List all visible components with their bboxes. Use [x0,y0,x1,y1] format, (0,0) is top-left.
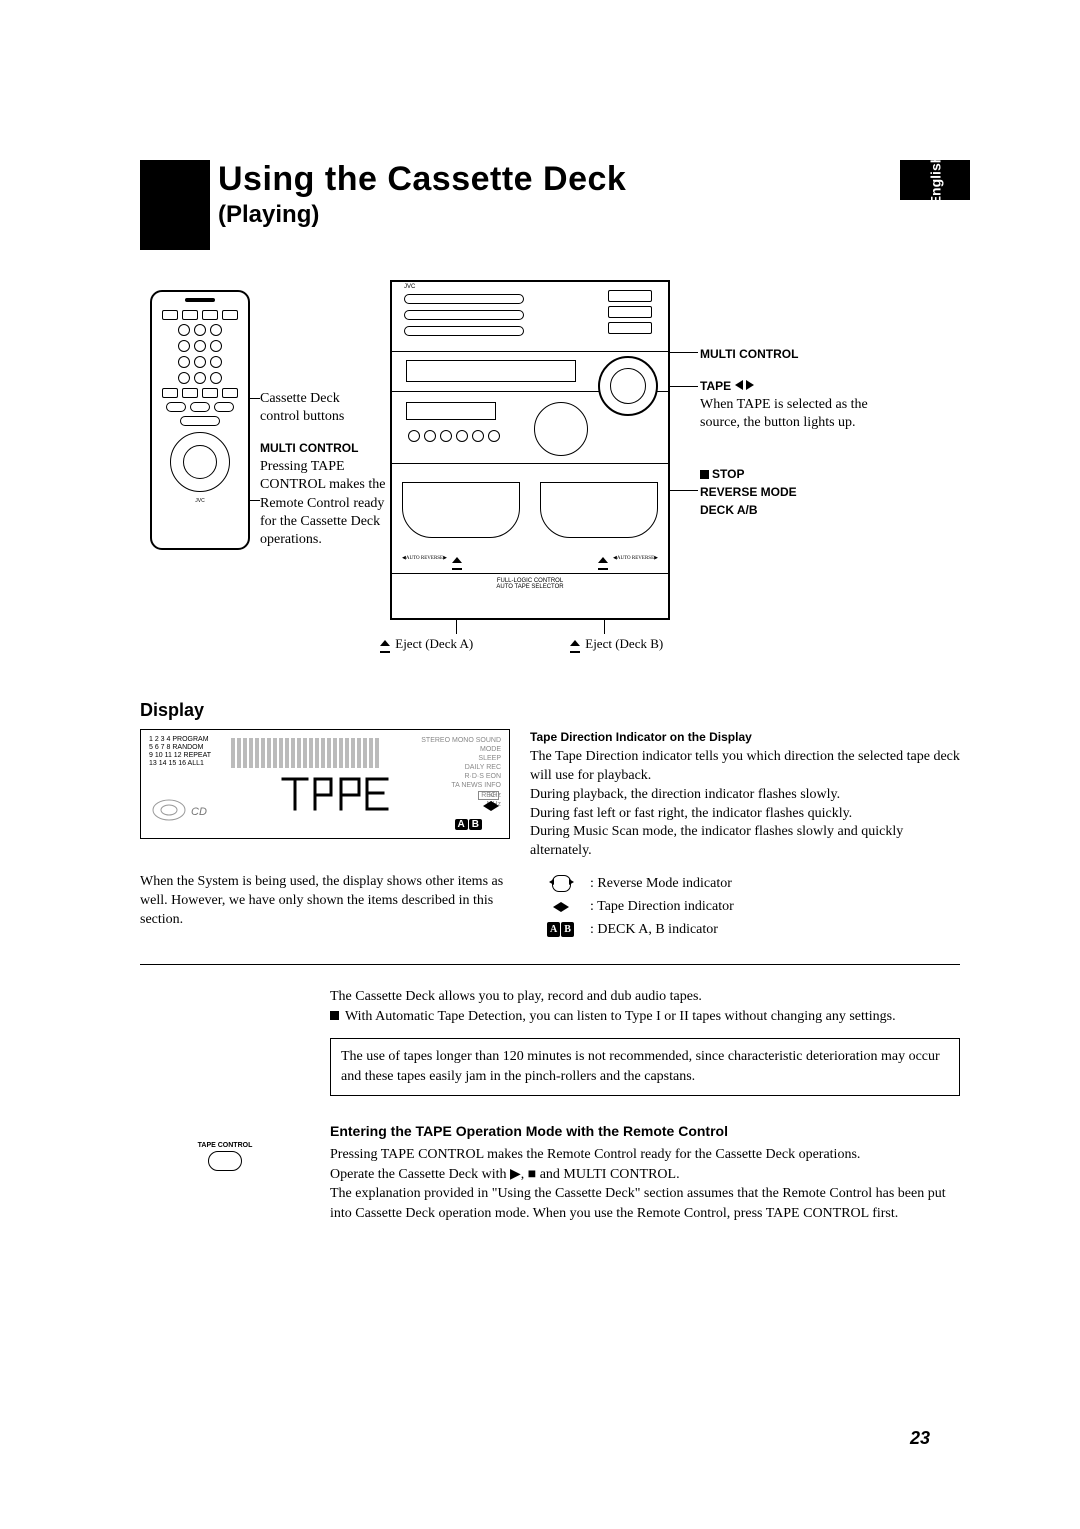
callout-body: Pressing TAPE CONTROL makes the Remote C… [260,459,385,547]
callout-title: MULTI CONTROL [260,441,358,455]
lcd-rec-label: REC [478,791,499,800]
page-subtitle: (Playing) [218,201,626,229]
tape-dir-title: Tape Direction Indicator on the Display [530,730,752,744]
deck-a-window [402,482,520,538]
lcd-ab-indicator: AB [455,819,483,830]
page-number: 23 [910,1428,930,1449]
lcd-tape-word [281,775,421,822]
entering-p1: Pressing TAPE CONTROL makes the Remote C… [330,1145,960,1165]
tape-right-icon [746,380,754,390]
tape-control-label: TAPE CONTROL [140,1142,310,1149]
title-text: Using the Cassette Deck (Playing) [218,160,626,229]
callout-multi-control-left: MULTI CONTROL Pressing TAPE CONTROL make… [260,440,400,549]
callout-eject-b: Eject (Deck B) [570,636,663,653]
callout-title: DECK A/B [700,503,758,517]
svg-text:CD: CD [191,806,207,818]
title-row: Using the Cassette Deck (Playing) [140,160,960,250]
deck-ab-icon: AB [540,922,582,937]
tape-control-button-illustration: TAPE CONTROL [140,1122,310,1224]
callout-stop: STOP [700,466,744,484]
language-tab: English [900,160,970,200]
remote-buttons: JVC [162,310,238,536]
callout-eject-a: Eject (Deck A) [380,636,473,653]
tape-direction-icon [540,902,582,912]
callout-reverse-mode: REVERSE MODE [700,484,797,502]
legend-text: : Reverse Mode indicator [590,873,732,894]
lcd-illustration: 1 2 3 4 PROGRAM 5 6 7 8 RANDOM 9 10 11 1… [140,729,510,839]
callout-title: TAPE [700,379,731,393]
display-note: When the System is being used, the displ… [140,873,510,930]
diagram-zone: JVC JVC [140,290,960,670]
divider [140,964,960,965]
callout-text: Eject (Deck B) [585,636,663,651]
callout-text: Eject (Deck A) [395,636,473,651]
deck-b-window [540,482,658,538]
reverse-mode-icon [540,875,582,892]
tape-left-icon [735,380,743,390]
callout-title: STOP [712,467,744,481]
legend-text: : Tape Direction indicator [590,896,734,917]
callout-cassette-buttons: Cassette Deck control buttons [260,390,390,426]
callout-multi-control-right: MULTI CONTROL [700,346,798,364]
tape-direction-text: Tape Direction Indicator on the Display … [530,729,960,861]
bullet-icon [330,1011,339,1020]
entering-text: Entering the TAPE Operation Mode with th… [330,1122,960,1224]
warning-box: The use of tapes longer than 120 minutes… [330,1038,960,1095]
tape-control-button-icon [208,1151,242,1171]
callout-title: REVERSE MODE [700,485,797,499]
entering-section: TAPE CONTROL Entering the TAPE Operation… [140,1122,960,1224]
indicator-legend: : Reverse Mode indicator : Tape Directio… [540,873,734,942]
remote-illustration: JVC [150,290,250,550]
legend-text: : DECK A, B indicator [590,919,718,940]
eject-icon [570,640,580,650]
lcd-track-numbers: 1 2 3 4 PROGRAM 5 6 7 8 RANDOM 9 10 11 1… [149,736,211,768]
callout-deck-ab: DECK A/B [700,502,758,520]
title-bar [140,160,210,250]
stereo-illustration: JVC ◀AUTO REVERSE▶◀A [390,280,670,620]
eject-icon [380,640,390,650]
multi-control-dial [598,356,658,416]
display-section: Display 1 2 3 4 PROGRAM 5 6 7 8 RANDOM 9… [140,700,960,942]
entering-p3: The explanation provided in "Using the C… [330,1184,960,1223]
stop-icon [700,470,709,479]
callout-tape: TAPE When TAPE is selected as the source… [700,378,880,433]
intro-block: The Cassette Deck allows you to play, re… [330,987,960,1095]
entering-p2: Operate the Cassette Deck with ▶, ■ and … [330,1165,960,1185]
callout-text: Cassette Deck control buttons [260,391,344,424]
intro-line2: With Automatic Tape Detection, you can l… [345,1009,896,1024]
callout-title: MULTI CONTROL [700,347,798,361]
tape-dir-body: The Tape Direction indicator tells you w… [530,749,960,858]
lcd-direction-arrows [483,798,499,816]
page-content: English Using the Cassette Deck (Playing… [140,160,960,1224]
display-heading: Display [140,700,960,721]
language-label: English [927,155,943,206]
callout-body: When TAPE is selected as the source, the… [700,397,868,430]
page-title: Using the Cassette Deck [218,160,626,199]
intro-line1: The Cassette Deck allows you to play, re… [330,987,960,1007]
lcd-cd-icon: CD [151,797,211,828]
entering-heading: Entering the TAPE Operation Mode with th… [330,1122,960,1142]
